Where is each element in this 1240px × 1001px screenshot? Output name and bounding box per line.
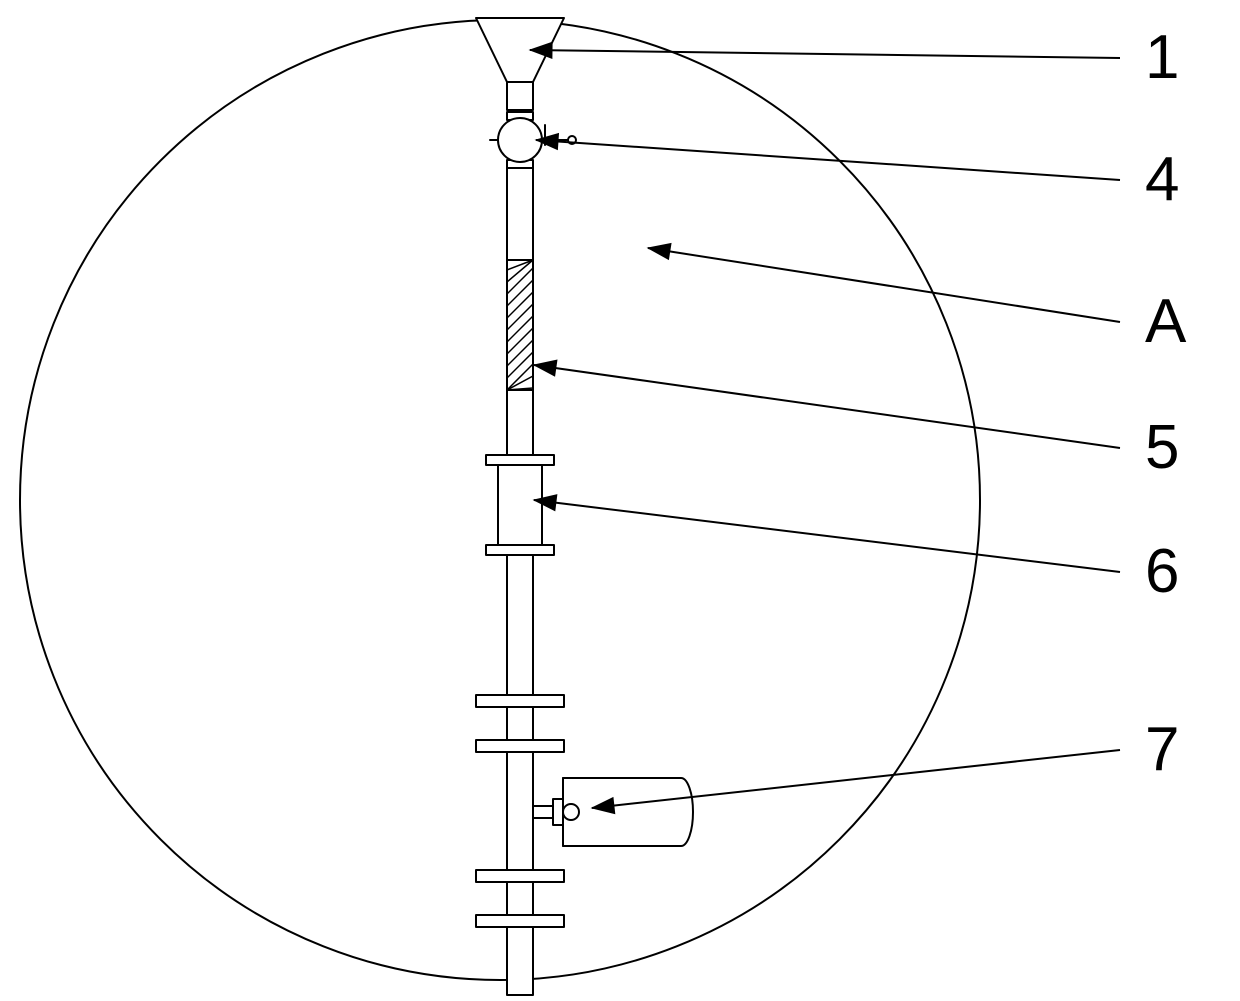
leader-5 [534,360,1120,448]
flange-1 [486,455,554,465]
flange-6 [476,915,564,927]
flange-2 [486,545,554,555]
tube-3 [507,707,533,740]
label-4: 4 [1145,145,1179,214]
flange-4 [476,740,564,752]
leader-6 [534,495,1120,572]
tube-2 [507,555,533,695]
side-cylinder [563,778,693,846]
upper-tube [507,168,533,455]
label-5: 5 [1145,413,1179,482]
tube-5 [507,882,533,915]
side-cylinder-port [563,804,579,820]
flange-3 [476,695,564,707]
funnel-neck [507,82,533,110]
leader-4 [536,134,1120,180]
leader-A [648,244,1120,322]
flange-5 [476,870,564,882]
side-connector [553,799,563,825]
side-branch [533,806,553,818]
label-1: 1 [1145,23,1179,92]
label-A: A [1145,287,1187,356]
label-6: 6 [1145,537,1179,606]
tube-6 [507,927,533,995]
label-7: 7 [1145,715,1179,784]
leader-1 [530,42,1120,58]
diagram-canvas: 1 4 A 5 6 7 [0,0,1240,1001]
mid-wide-tube [498,465,542,545]
tube-4 [507,752,533,870]
